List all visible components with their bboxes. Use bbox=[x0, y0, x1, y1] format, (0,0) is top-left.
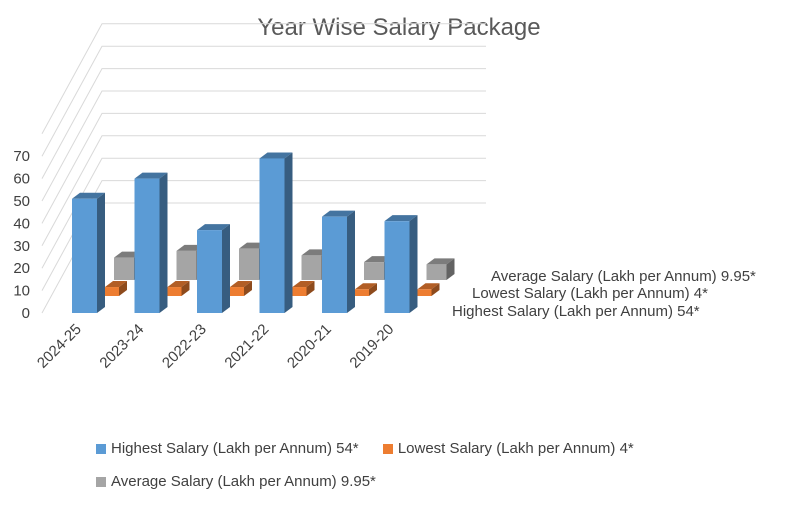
bar-lowest-side bbox=[244, 281, 252, 296]
bar-average bbox=[114, 257, 134, 280]
legend-item-highest: Highest Salary (Lakh per Annum) 54* bbox=[96, 440, 359, 457]
depth-axis-label: Highest Salary (Lakh per Annum) 54* bbox=[452, 303, 700, 320]
bar-lowest-side bbox=[181, 281, 190, 296]
bar-highest-side bbox=[222, 224, 230, 313]
x-tick-label: 2022-23 bbox=[159, 321, 210, 372]
legend-item-average: Average Salary (Lakh per Annum) 9.95* bbox=[96, 473, 376, 490]
bar-average bbox=[239, 248, 259, 280]
depth-axis-label: Lowest Salary (Lakh per Annum) 4* bbox=[472, 285, 708, 302]
y-tick-label: 0 bbox=[22, 305, 30, 322]
bar-highest bbox=[259, 158, 285, 313]
gridline bbox=[41, 135, 486, 247]
y-tick-label: 60 bbox=[13, 171, 30, 188]
y-tick-label: 20 bbox=[13, 260, 30, 277]
bar-highest bbox=[197, 230, 222, 313]
gridline bbox=[41, 180, 486, 291]
gridline bbox=[41, 157, 486, 269]
x-tick-label: 2021-22 bbox=[221, 321, 272, 372]
legend-item-lowest: Lowest Salary (Lakh per Annum) 4* bbox=[382, 440, 634, 457]
bar-highest-side bbox=[347, 210, 355, 313]
x-tick-label: 2020-21 bbox=[284, 321, 335, 372]
bar-highest bbox=[72, 198, 97, 313]
bar-highest-top bbox=[384, 215, 418, 222]
bar-lowest bbox=[292, 287, 307, 296]
bar-highest-side bbox=[409, 215, 418, 313]
bar-average bbox=[364, 262, 384, 280]
x-tick-label: 2019-20 bbox=[346, 321, 397, 372]
legend-label-average: Average Salary (Lakh per Annum) 9.95* bbox=[111, 473, 376, 490]
bar-average-side bbox=[446, 258, 455, 280]
bar-highest-top bbox=[134, 172, 168, 179]
y-tick-label: 70 bbox=[13, 148, 30, 165]
bar-lowest-side bbox=[306, 281, 315, 296]
x-tick-label: 2024-25 bbox=[34, 321, 85, 372]
legend: Highest Salary (Lakh per Annum) 54* Lowe… bbox=[96, 440, 736, 506]
bar-average-top bbox=[426, 258, 455, 265]
bar-lowest bbox=[167, 287, 182, 296]
bar-highest-side bbox=[97, 192, 105, 313]
bar-highest-side bbox=[284, 152, 293, 313]
legend-label-lowest: Lowest Salary (Lakh per Annum) 4* bbox=[397, 440, 634, 457]
gridline bbox=[41, 90, 486, 202]
bar-lowest bbox=[355, 289, 369, 296]
gridline bbox=[41, 112, 486, 224]
legend-swatch-average bbox=[96, 476, 106, 487]
legend-swatch-highest bbox=[96, 443, 106, 454]
bar-lowest-top bbox=[417, 283, 440, 290]
legend-swatch-lowest bbox=[382, 443, 393, 454]
bar-lowest-top bbox=[167, 281, 190, 288]
bar-average bbox=[301, 255, 322, 280]
bar-highest bbox=[384, 221, 410, 313]
bar-lowest-top bbox=[230, 281, 252, 288]
gridline bbox=[41, 23, 486, 135]
bar-lowest-top bbox=[292, 281, 315, 288]
bar-average bbox=[176, 250, 197, 280]
bar-lowest-top bbox=[105, 281, 127, 288]
legend-label-highest: Highest Salary (Lakh per Annum) 54* bbox=[111, 440, 359, 457]
x-tick-label: 2023-24 bbox=[96, 321, 147, 372]
bar-highest-top bbox=[72, 192, 105, 199]
bar-lowest-side bbox=[431, 283, 440, 296]
bar-lowest bbox=[105, 287, 119, 296]
bar-lowest-top bbox=[355, 283, 377, 290]
y-tick-label: 30 bbox=[13, 238, 30, 255]
bar-lowest bbox=[230, 287, 244, 296]
gridline bbox=[41, 45, 486, 157]
gridline bbox=[41, 68, 486, 179]
bar-highest-top bbox=[322, 210, 355, 217]
depth-axis-label: Average Salary (Lakh per Annum) 9.95* bbox=[491, 268, 756, 285]
bar-lowest-side bbox=[369, 283, 377, 296]
y-tick-label: 10 bbox=[13, 283, 30, 300]
chart-title: Year Wise Salary Package bbox=[257, 14, 541, 41]
y-tick-label: 40 bbox=[13, 215, 30, 232]
bar-highest-top bbox=[259, 152, 293, 159]
bar-highest-side bbox=[159, 172, 168, 313]
bar-highest bbox=[322, 216, 347, 313]
y-tick-label: 50 bbox=[13, 193, 30, 210]
bar-highest-top bbox=[197, 224, 230, 231]
bar-lowest bbox=[417, 289, 432, 296]
bar-highest bbox=[134, 178, 160, 313]
bar-average bbox=[426, 264, 447, 280]
bar-lowest-side bbox=[119, 281, 127, 296]
